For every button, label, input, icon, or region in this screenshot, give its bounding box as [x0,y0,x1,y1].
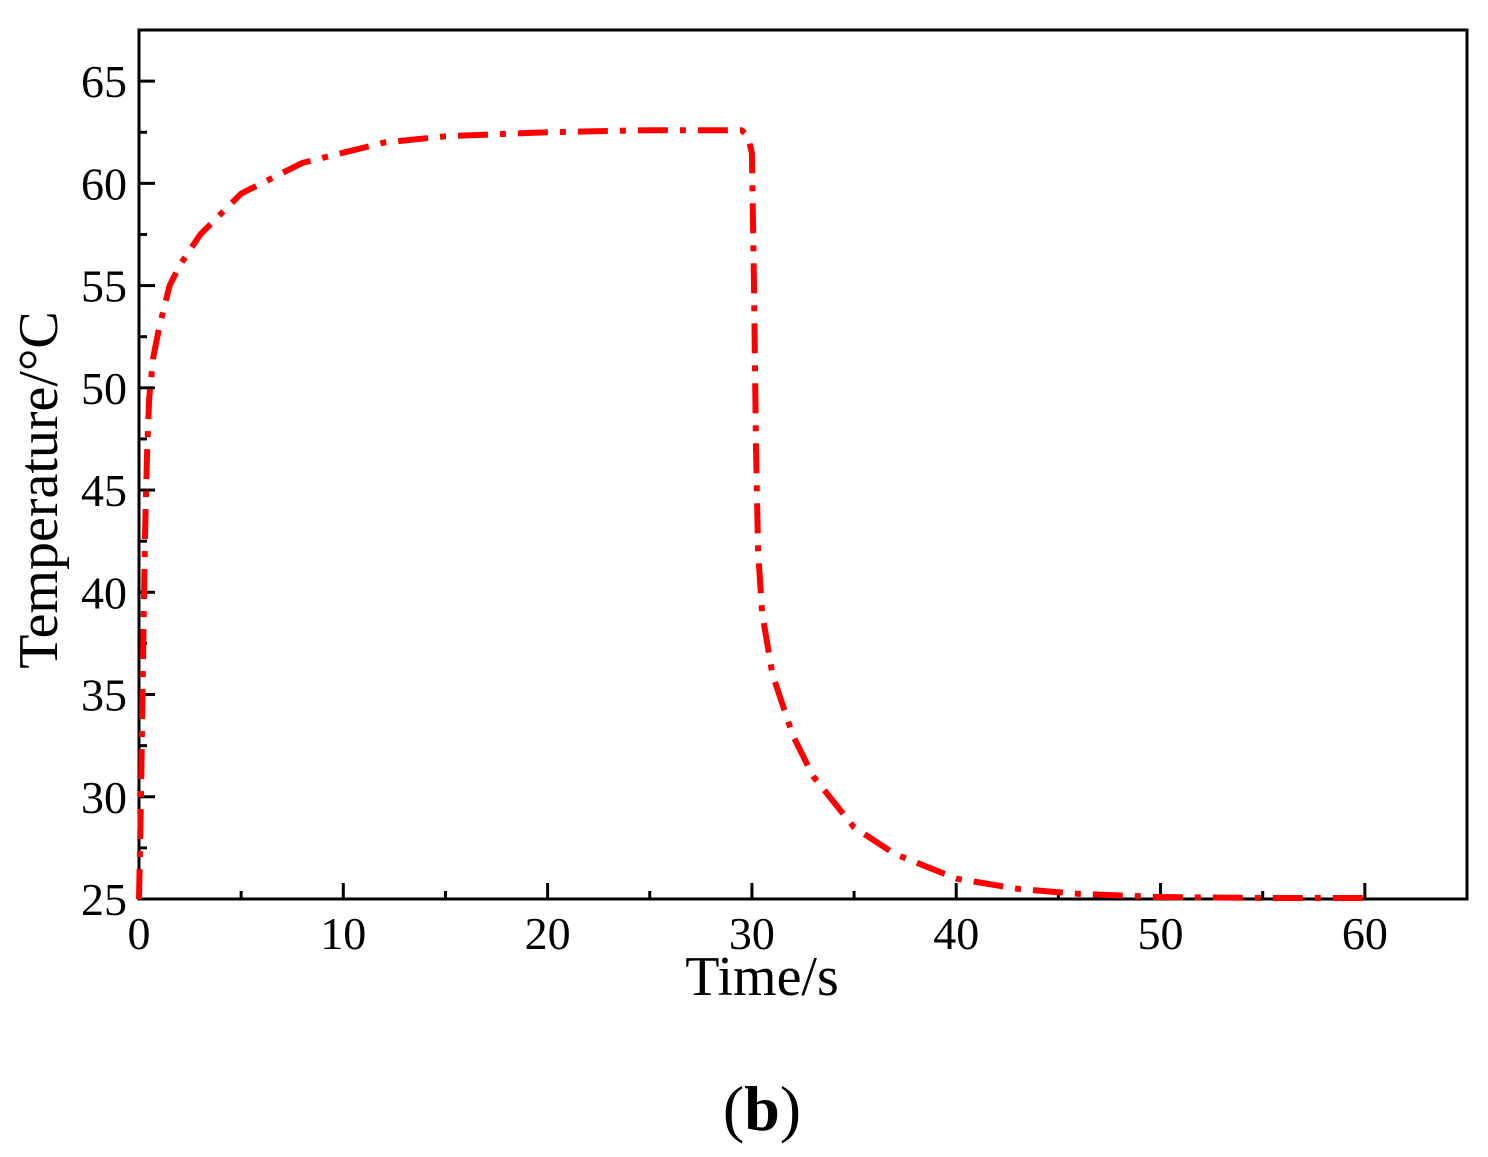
panel-label-close: ) [780,1073,801,1144]
y-axis-title: Temperature/°C [8,311,70,668]
panel-label: (b) [723,1073,801,1144]
series-line-0 [136,127,1365,901]
x-tick-label-30: 30 [729,908,775,959]
x-tick-label-20: 20 [525,908,571,959]
y-tick-label-25: 25 [81,874,127,925]
y-tick-label-35: 35 [81,670,127,721]
y-tick-label-50: 50 [81,363,127,414]
series-layer [136,127,1365,901]
x-axis-title: Time/s [685,946,839,1008]
y-axis-ticks: 25 30 35 40 45 50 55 60 65 [81,56,155,925]
x-tick-label-0: 0 [128,908,151,959]
x-tick-label-10: 10 [320,908,366,959]
y-tick-label-55: 55 [81,261,127,312]
plot-border [137,28,1469,901]
x-tick-label-40: 40 [933,908,979,959]
y-tick-label-65: 65 [81,56,127,107]
y-tick-label-60: 60 [81,158,127,209]
y-tick-label-40: 40 [81,567,127,618]
x-tick-label-60: 60 [1342,908,1388,959]
y-tick-label-30: 30 [81,772,127,823]
panel-label-open: ( [723,1073,744,1144]
y-tick-label-45: 45 [81,465,127,516]
plot-frame [137,28,1469,901]
panel-label-letter: b [744,1073,780,1144]
x-tick-label-50: 50 [1138,908,1184,959]
x-axis-ticks: 0 10 20 30 40 50 60 [128,883,1388,959]
